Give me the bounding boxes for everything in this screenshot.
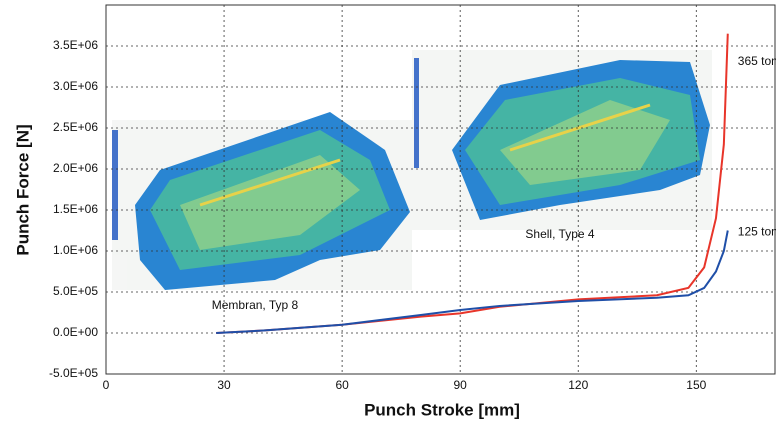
annotation: 125 tons (738, 225, 776, 239)
y-tick-label: -5.0E+05 (49, 366, 98, 380)
x-axis-title: Punch Stroke [mm] (364, 400, 520, 419)
x-tick-label: 60 (335, 378, 349, 392)
series-label: Membran, Typ 8 (212, 298, 299, 312)
x-tick-label: 120 (568, 378, 588, 392)
series-label: Shell, Type 4 (525, 227, 594, 241)
y-tick-label: 1.5E+06 (53, 202, 98, 216)
annotation: 365 tons (738, 54, 776, 68)
x-tick-label: 0 (103, 378, 110, 392)
y-tick-label: 3.5E+06 (53, 38, 98, 52)
x-tick-label: 150 (686, 378, 706, 392)
x-tick-label: 30 (217, 378, 231, 392)
y-tick-label: 5.0E+05 (53, 284, 98, 298)
simulation-image-membran (112, 112, 412, 290)
x-tick-label: 90 (453, 378, 467, 392)
y-axis-title: Punch Force [N] (13, 124, 32, 255)
y-tick-label: 2.0E+06 (53, 161, 98, 175)
chart: Punch Stroke [mm] Punch Force [N] -5.0E+… (0, 0, 776, 423)
y-tick-label: 0.0E+00 (53, 325, 98, 339)
simulation-image-shell (412, 50, 712, 230)
y-tick-label: 1.0E+06 (53, 243, 98, 257)
y-tick-label: 3.0E+06 (53, 79, 98, 93)
y-tick-label: 2.5E+06 (53, 120, 98, 134)
